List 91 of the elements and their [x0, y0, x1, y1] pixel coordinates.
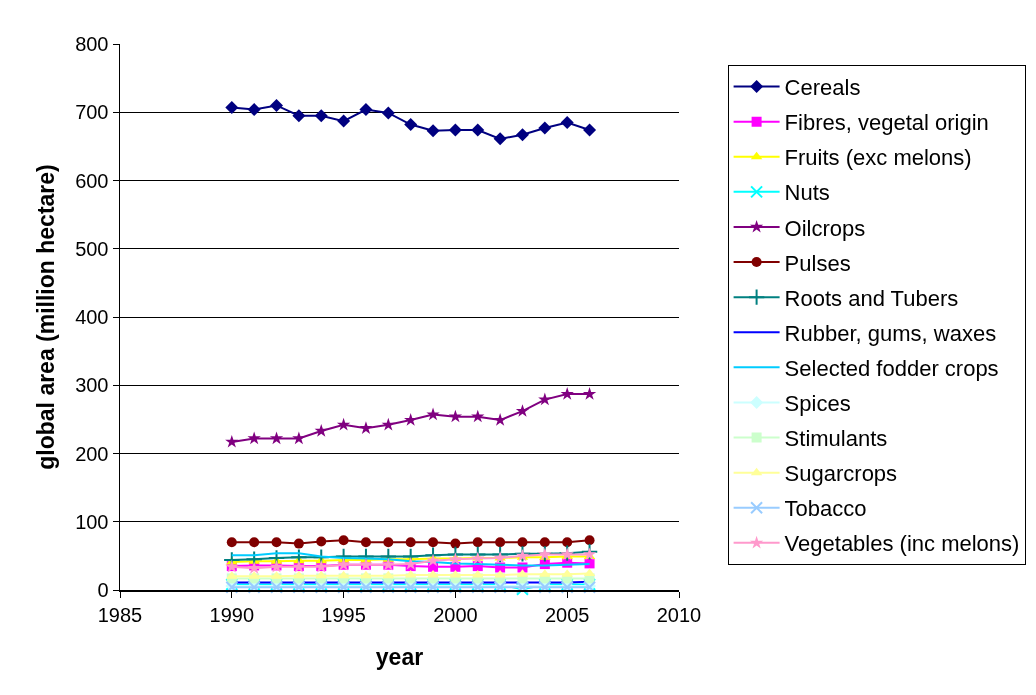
point [337, 114, 351, 128]
point [247, 431, 261, 445]
legend-label: Nuts [784, 180, 830, 206]
point [249, 537, 260, 548]
point [226, 537, 237, 548]
legend-label: Vegetables (inc melons) [784, 531, 1020, 557]
y-tick-label: 300 [75, 374, 109, 397]
point [360, 570, 372, 579]
point [582, 387, 597, 400]
point [426, 553, 440, 567]
point [271, 537, 282, 548]
point [404, 413, 418, 426]
point [381, 417, 395, 431]
point [448, 409, 463, 423]
y-tick-label: 600 [75, 169, 109, 192]
point [314, 423, 328, 437]
point [336, 417, 351, 431]
y-tick-label: 100 [75, 510, 109, 533]
point [491, 545, 509, 564]
point [584, 535, 595, 546]
point [472, 537, 483, 548]
point [404, 118, 418, 132]
point [404, 557, 418, 570]
point [359, 103, 373, 117]
point [314, 109, 328, 123]
point [583, 123, 597, 137]
legend-label: Fibres, vegetal origin [784, 110, 989, 136]
point [428, 537, 439, 548]
x-tick-label: 1985 [97, 603, 143, 626]
point [515, 404, 530, 417]
legend-label: Stimulants [784, 426, 888, 452]
x-tick-label: 1990 [209, 603, 255, 626]
point [426, 124, 440, 138]
point [471, 551, 485, 565]
x-tick-label: 2005 [544, 603, 590, 626]
legend-label: Oilcrops [784, 215, 866, 241]
point [292, 431, 306, 445]
point [560, 387, 574, 400]
x-axis-title: year [375, 643, 424, 670]
point [383, 537, 394, 548]
y-tick-label: 400 [75, 306, 109, 328]
point [582, 547, 597, 561]
y-axis-title: global area (million hectare) [32, 164, 59, 470]
point [562, 537, 573, 548]
point [469, 545, 487, 564]
point [493, 132, 507, 146]
point [405, 537, 416, 548]
point [515, 128, 529, 142]
x-tick-label: 2000 [433, 603, 478, 626]
x-tick-label: 1995 [321, 603, 366, 626]
point [225, 434, 239, 448]
point [360, 537, 371, 548]
point [450, 538, 461, 549]
legend-label: Rubber, gums, waxes [784, 320, 997, 346]
y-tick-label: 800 [75, 33, 109, 55]
point [426, 407, 440, 421]
legend-label: Selected fodder crops [784, 355, 999, 381]
y-tick-label: 700 [75, 101, 109, 124]
point [538, 392, 552, 406]
point [338, 535, 349, 546]
point [293, 570, 305, 579]
point [538, 121, 552, 135]
legend-label: Roots and Tubers [784, 285, 959, 311]
point [580, 543, 599, 561]
point [225, 100, 239, 114]
x-tick-label: 2010 [656, 603, 702, 626]
legend-label: Tobacco [784, 496, 867, 522]
point [448, 123, 462, 137]
legend-label: Pulses [784, 250, 851, 276]
y-tick-label: 200 [75, 442, 109, 465]
point [247, 103, 261, 117]
point [560, 115, 574, 129]
point [471, 123, 485, 137]
point [517, 537, 528, 548]
point [292, 109, 306, 123]
point [316, 536, 327, 547]
point [539, 537, 550, 548]
legend-label: Cereals [784, 75, 861, 101]
legend-label: Fruits (exc melons) [784, 145, 972, 171]
y-tick-label: 0 [97, 579, 109, 601]
point [293, 538, 304, 549]
y-tick-label: 500 [75, 237, 109, 260]
legend-label: Sugarcrops [784, 461, 898, 487]
point [381, 106, 395, 120]
point [471, 409, 485, 423]
point [359, 421, 373, 434]
legend-label: Spices [784, 391, 851, 417]
point [270, 98, 284, 112]
point [269, 431, 284, 445]
point [495, 537, 506, 548]
point [493, 413, 507, 426]
